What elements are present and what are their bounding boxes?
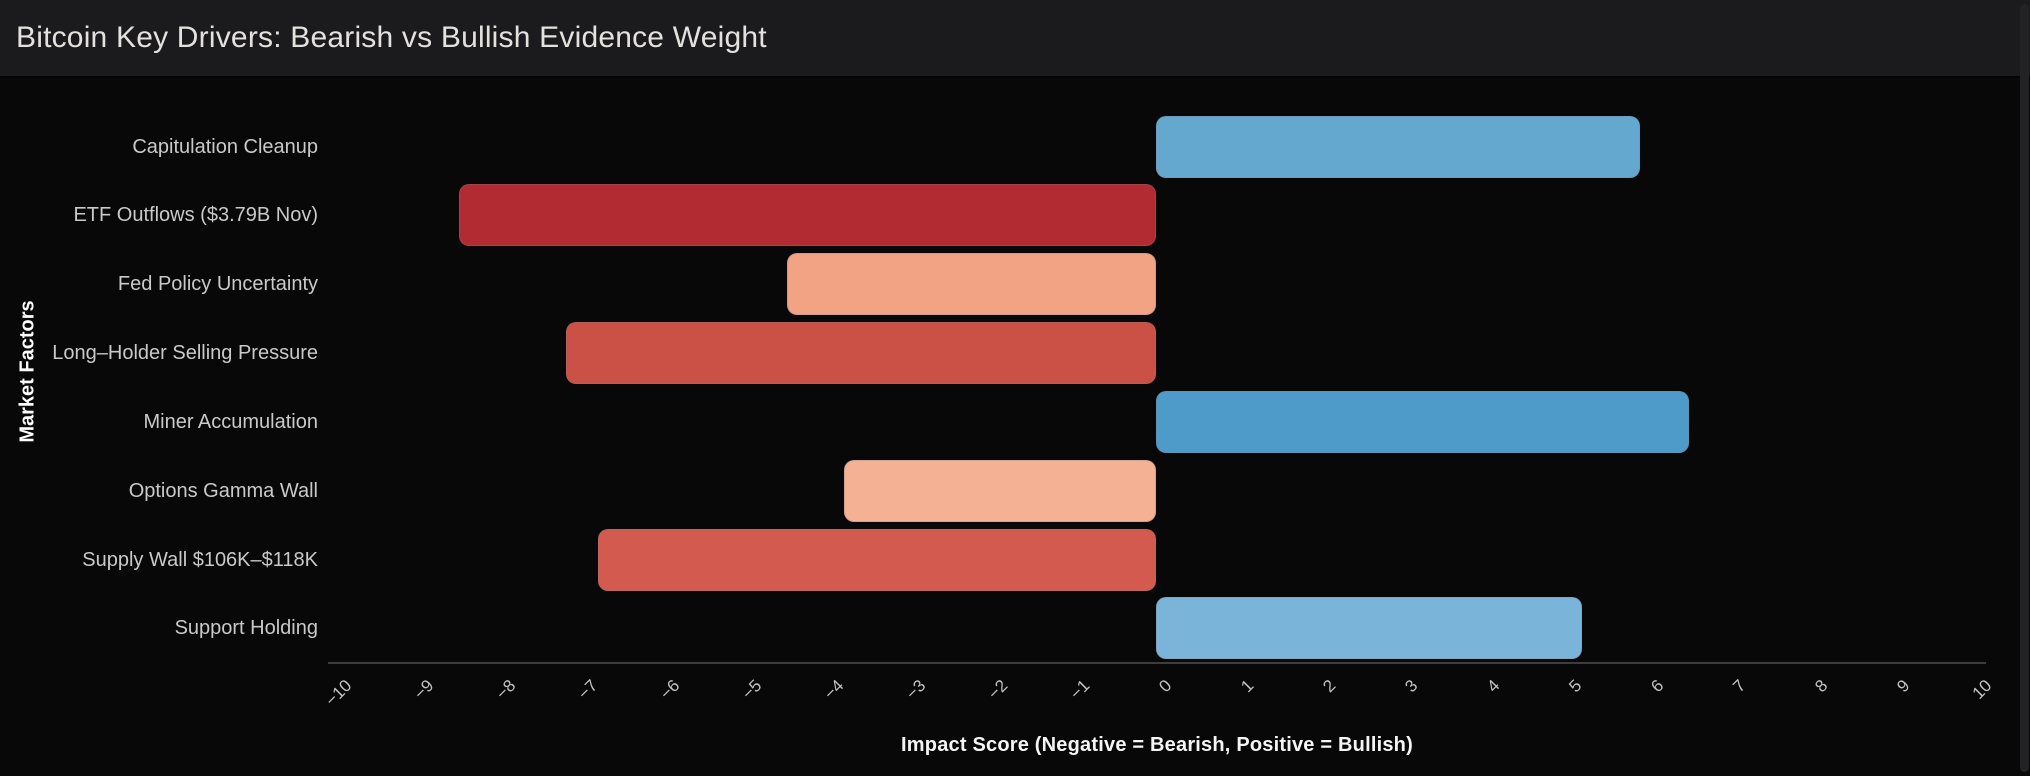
category-label: Miner Accumulation [143, 410, 318, 433]
plot-area: Impact Score (Negative = Bearish, Positi… [0, 78, 2030, 776]
x-tick-label: 5 [1565, 676, 1586, 697]
x-tick-label: 7 [1729, 676, 1750, 697]
x-axis-label: Impact Score (Negative = Bearish, Positi… [901, 734, 1413, 756]
category-label: ETF Outflows ($3.79B Nov) [73, 204, 318, 227]
x-tick-label: −1 [1066, 676, 1094, 704]
x-tick-label: −5 [738, 676, 766, 704]
x-tick-label: 8 [1811, 676, 1832, 697]
x-axis-line [328, 662, 1986, 664]
category-label: Supply Wall $106K–$118K [82, 548, 318, 571]
bar-etf-outflows-3-79b-nov- [459, 184, 1156, 247]
x-tick-label: 1 [1237, 676, 1258, 697]
bar-miner-accumulation [1156, 390, 1689, 453]
x-tick-label: 9 [1893, 676, 1914, 697]
bar-support-holding [1156, 597, 1583, 660]
x-tick-label: −10 [321, 676, 356, 710]
x-tick-label: −4 [820, 676, 848, 704]
category-label: Long–Holder Selling Pressure [52, 342, 318, 365]
x-tick-label: 3 [1401, 676, 1422, 697]
chart-title: Bitcoin Key Drivers: Bearish vs Bullish … [16, 21, 767, 54]
vertical-scrollbar[interactable] [2020, 4, 2029, 772]
bar-capitulation-cleanup [1156, 115, 1640, 178]
x-tick-label: 10 [1968, 676, 1996, 703]
x-tick-label: −2 [984, 676, 1012, 704]
x-tick-label: −8 [492, 676, 520, 704]
x-tick-label: 0 [1155, 676, 1176, 697]
x-tick-label: −9 [410, 676, 438, 704]
bar-fed-policy-uncertainty [787, 253, 1156, 316]
x-tick-label: −3 [902, 676, 930, 704]
category-label: Fed Policy Uncertainty [117, 273, 318, 296]
category-label: Support Holding [174, 617, 318, 640]
category-label: Options Gamma Wall [128, 479, 318, 502]
x-tick-label: 6 [1647, 676, 1668, 697]
x-tick-label: −6 [656, 676, 684, 704]
category-label: Capitulation Cleanup [132, 135, 318, 158]
bar-options-gamma-wall [844, 459, 1156, 522]
chart-header: Bitcoin Key Drivers: Bearish vs Bullish … [0, 0, 2030, 78]
x-tick-label: 4 [1483, 676, 1504, 697]
x-tick-label: 2 [1319, 676, 1340, 697]
bar-long-holder-selling-pressure [565, 322, 1156, 385]
x-tick-label: −7 [574, 676, 602, 704]
bar-supply-wall-106k-118k [598, 528, 1156, 591]
